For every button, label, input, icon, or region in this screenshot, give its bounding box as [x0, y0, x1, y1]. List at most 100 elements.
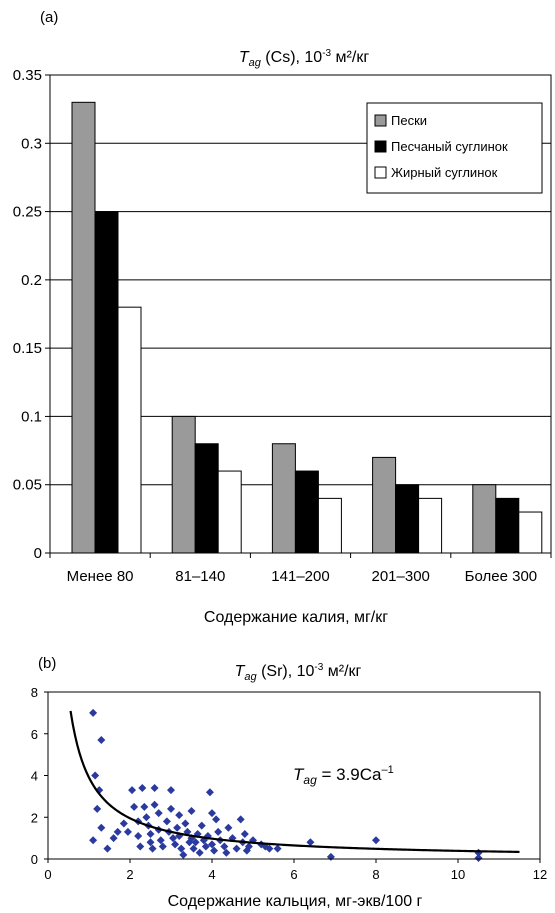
data-point — [91, 771, 100, 780]
y-tick-label: 4 — [31, 769, 38, 784]
scatter-chart-panel: (b) Tag (Sr), 10-3 м²/кг Tag = 3.9Ca–1 0… — [31, 655, 547, 910]
bar — [217, 470, 242, 554]
bar — [171, 415, 196, 554]
data-point — [212, 815, 221, 824]
data-point — [191, 838, 200, 847]
legend-swatch — [374, 140, 387, 153]
data-point — [167, 804, 175, 813]
data-point — [113, 827, 122, 836]
data-point — [372, 836, 380, 845]
data-point — [148, 844, 157, 853]
legend-swatch — [374, 166, 387, 179]
data-point — [169, 834, 178, 843]
y-tick-label: 0.05 — [13, 477, 42, 494]
y-tick-label: 0.3 — [21, 135, 42, 152]
title-symbol: T — [239, 49, 250, 66]
x-tick-label: 10 — [451, 867, 465, 882]
title-text: (Sr), 10 — [257, 663, 315, 680]
data-point — [140, 802, 149, 811]
y-tick-label: 2 — [31, 810, 38, 825]
data-point — [232, 844, 241, 853]
x-tick-label: 12 — [533, 867, 547, 882]
annotation-subscript: ag — [303, 773, 317, 787]
bar — [94, 211, 119, 554]
data-point — [158, 842, 167, 851]
data-point — [187, 806, 196, 815]
chart-title-b: Tag (Sr), 10-3 м²/кг — [235, 662, 362, 683]
panel-label-b: (b) — [38, 655, 56, 672]
data-point — [119, 819, 128, 828]
fit-equation-annotation: Tag = 3.9Ca–1 — [293, 764, 394, 787]
data-point — [214, 827, 223, 836]
bar — [372, 456, 397, 554]
x-tick-label: Менее 80 — [67, 568, 134, 585]
bar-chart-panel: (a) Tag (Cs), 10-3 м²/кг 0 0.05 0.1 0.15 0.2… — [13, 9, 552, 626]
x-tick-label: 2 — [126, 867, 133, 882]
y-tick-label: 0 — [31, 852, 38, 867]
data-point — [179, 850, 188, 859]
data-point — [181, 819, 190, 828]
bar — [271, 443, 296, 554]
legend-label: Жирный суглинок — [391, 165, 498, 180]
x-tick-label: 4 — [208, 867, 215, 882]
y-tick-label: 0.1 — [21, 408, 42, 425]
data-point — [138, 784, 147, 793]
data-point — [150, 784, 159, 793]
data-point — [156, 836, 165, 845]
x-tick-label: 8 — [372, 867, 379, 882]
data-point — [150, 800, 159, 809]
annotation-text: = 3.9Ca — [317, 765, 382, 784]
x-tick-label: 0 — [44, 867, 51, 882]
data-point — [177, 844, 186, 853]
data-point — [89, 708, 98, 717]
legend: Пески Песчаный суглинок Жирный суглинок — [366, 102, 543, 194]
data-point — [93, 804, 102, 813]
data-point — [97, 736, 106, 745]
x-tick-label: Более 300 — [465, 568, 538, 585]
bar — [495, 497, 520, 554]
data-point — [173, 823, 182, 832]
data-point — [201, 842, 210, 851]
bar — [472, 484, 497, 554]
data-point — [208, 809, 216, 818]
bar — [395, 484, 420, 554]
data-point — [273, 844, 282, 853]
data-point — [220, 842, 229, 851]
data-point — [208, 840, 216, 849]
data-point — [142, 813, 151, 822]
title-text: (Cs), 10 — [261, 49, 322, 66]
x-tick-label: 81–140 — [175, 568, 225, 585]
data-point — [195, 848, 204, 857]
data-point — [162, 817, 171, 826]
y-tick-label: 0 — [34, 545, 42, 562]
data-point — [167, 786, 175, 795]
data-point — [154, 809, 163, 818]
y-tick-label: 0.35 — [13, 67, 42, 84]
legend-box — [366, 102, 543, 194]
data-point — [222, 848, 231, 857]
title-unit: м²/кг — [323, 663, 361, 680]
y-tick-label: 0.25 — [13, 204, 42, 221]
data-point — [146, 829, 155, 838]
bar — [117, 306, 142, 554]
data-point — [240, 829, 249, 838]
bar — [194, 443, 219, 554]
data-point — [103, 844, 112, 853]
title-exponent: -3 — [322, 48, 331, 59]
title-subscript: ag — [244, 671, 257, 683]
data-point — [197, 821, 206, 830]
bar — [71, 101, 96, 554]
y-tick-label: 0.2 — [21, 272, 42, 289]
data-point — [130, 802, 139, 811]
legend-label: Пески — [391, 113, 427, 128]
data-point — [136, 842, 145, 851]
annotation-symbol: T — [293, 765, 305, 784]
title-exponent: -3 — [314, 662, 323, 673]
data-point — [236, 815, 245, 824]
bar — [294, 470, 319, 554]
panel-label-a: (a) — [40, 9, 58, 26]
data-point — [224, 823, 233, 832]
fit-curve — [69, 710, 520, 854]
plot-frame — [49, 74, 552, 554]
